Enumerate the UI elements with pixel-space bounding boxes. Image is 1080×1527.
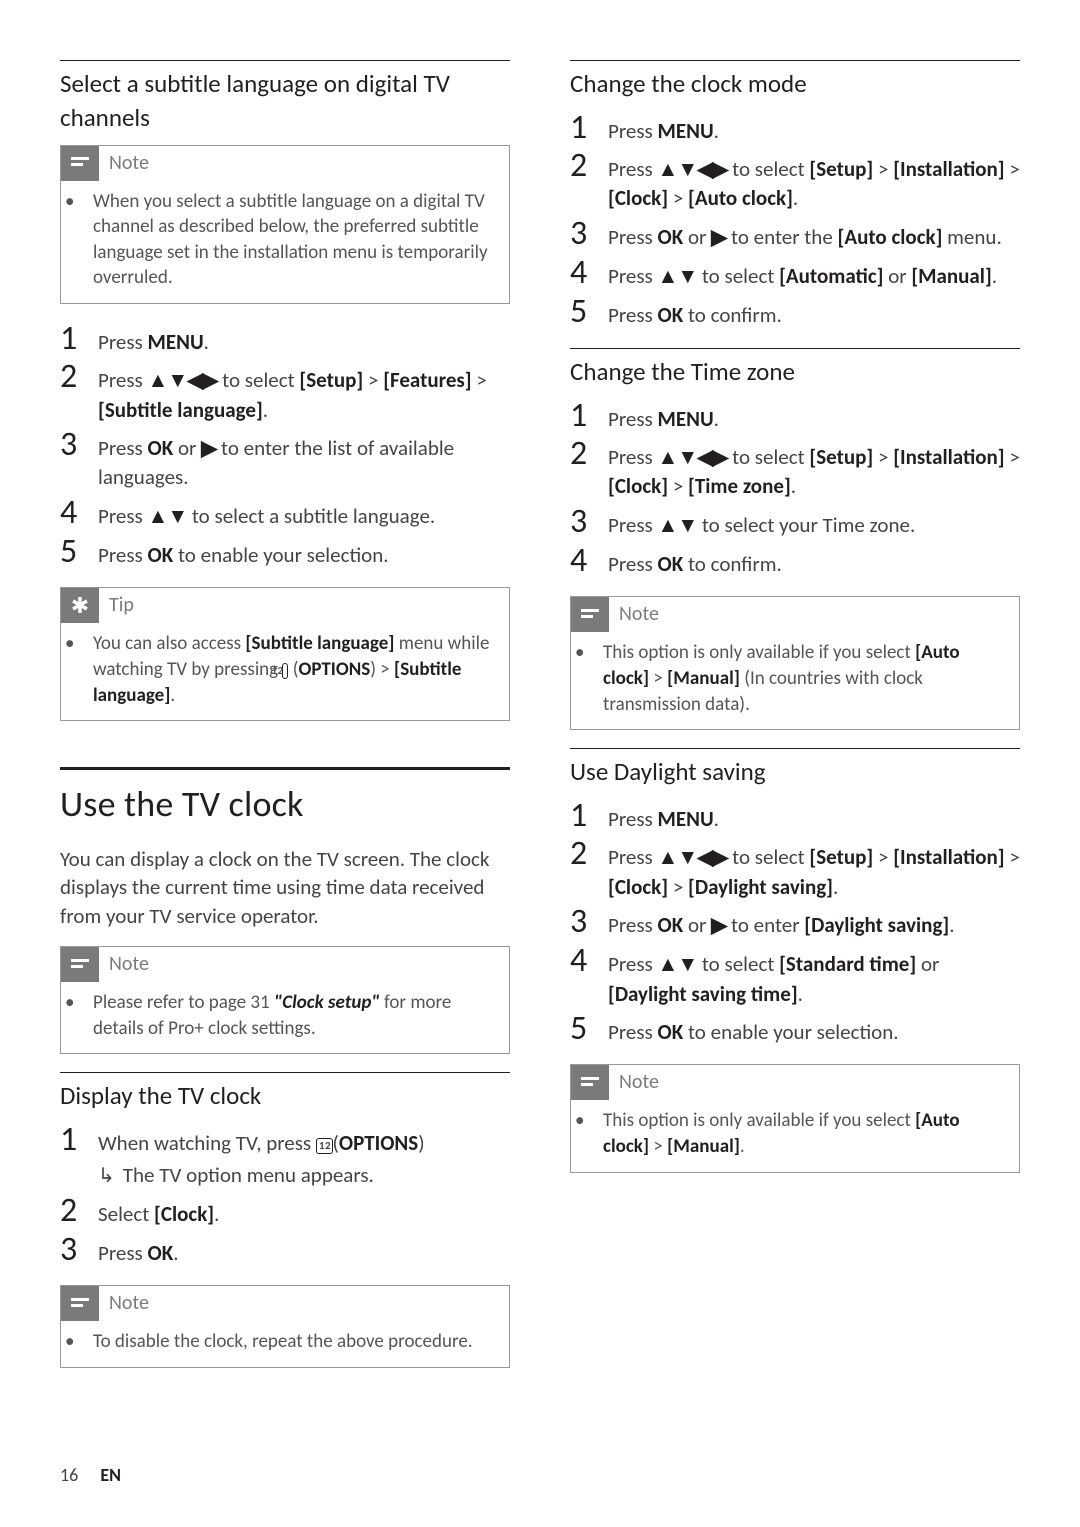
note-icon — [61, 1286, 99, 1321]
note-text: Please refer to page 31 "Clock setup" fo… — [89, 990, 495, 1041]
note-text: This option is only available if you sel… — [599, 1108, 1005, 1159]
step-text: Press ▲▼◀▶ to select [Setup] > [Installa… — [608, 837, 1020, 901]
steps-list: Press MENU. Press ▲▼◀▶ to select [Setup]… — [60, 322, 510, 569]
step-text: Press OK to enable your selection. — [98, 535, 510, 569]
note-icon — [61, 146, 99, 181]
step-text: Press MENU. — [608, 111, 1020, 145]
right-column: Change the clock mode Press MENU. Press … — [570, 60, 1020, 1386]
step-text: When watching TV, press 1 2(OPTIONS)The … — [98, 1123, 510, 1190]
steps-list: Press MENU. Press ▲▼◀▶ to select [Setup]… — [570, 399, 1020, 579]
section-title: Change the Time zone — [570, 355, 1020, 389]
note-label: Note — [609, 1065, 669, 1100]
tip-callout: ✱ Tip You can also access [Subtitle lang… — [60, 587, 510, 721]
step-text: Press ▲▼ to select a subtitle language. — [98, 496, 510, 531]
divider — [570, 748, 1020, 749]
section-title: Display the TV clock — [60, 1079, 510, 1113]
step-text: Press MENU. — [608, 399, 1020, 433]
note-icon — [61, 947, 99, 982]
step-text: Press OK to enable your selection. — [608, 1012, 1020, 1046]
note-callout: Note This option is only available if yo… — [570, 1064, 1020, 1172]
page-number: 16 — [60, 1464, 78, 1486]
right-arrow-icon: ▶ — [711, 226, 726, 249]
divider — [570, 60, 1020, 61]
step-text: Press ▲▼ to select your Time zone. — [608, 505, 1020, 540]
divider — [570, 348, 1020, 349]
step-text: Press MENU. — [98, 322, 510, 356]
step-text: Press OK or ▶ to enter [Daylight saving]… — [608, 905, 1020, 940]
tip-text: You can also access [Subtitle language] … — [89, 631, 495, 708]
divider — [60, 60, 510, 61]
divider — [60, 1072, 510, 1073]
tip-label: Tip — [99, 588, 144, 623]
note-callout: Note When you select a subtitle language… — [60, 145, 510, 305]
nav-arrows-icon: ▲▼◀▶ — [658, 158, 728, 181]
nav-arrows-icon: ▲▼◀▶ — [658, 446, 728, 469]
divider — [60, 767, 510, 770]
section-title: Select a subtitle language on digital TV… — [60, 67, 510, 135]
step-text: Press OK. — [98, 1233, 510, 1267]
updown-arrows-icon: ▲▼ — [658, 953, 698, 976]
step-text: Press ▲▼◀▶ to select [Setup] > [Installa… — [608, 437, 1020, 501]
note-text: This option is only available if you sel… — [599, 640, 1005, 717]
steps-list: Press MENU. Press ▲▼◀▶ to select [Setup]… — [570, 799, 1020, 1046]
note-callout: Note Please refer to page 31 "Clock setu… — [60, 946, 510, 1054]
step-text: Select [Clock]. — [98, 1194, 510, 1228]
note-label: Note — [609, 597, 669, 632]
step-text: Press ▲▼◀▶ to select [Setup] > [Features… — [98, 360, 510, 424]
major-heading: Use the TV clock — [60, 780, 510, 829]
section-title: Change the clock mode — [570, 67, 1020, 101]
steps-list: When watching TV, press 1 2(OPTIONS)The … — [60, 1123, 510, 1267]
step-text: Press OK or ▶ to enter the list of avail… — [98, 428, 510, 492]
step-text: Press MENU. — [608, 799, 1020, 833]
note-label: Note — [99, 146, 159, 181]
note-icon — [571, 1065, 609, 1100]
left-column: Select a subtitle language on digital TV… — [60, 60, 510, 1386]
step-text: Press ▲▼◀▶ to select [Setup] > [Installa… — [608, 149, 1020, 213]
step-text: Press OK or ▶ to enter the [Auto clock] … — [608, 217, 1020, 252]
right-arrow-icon: ▶ — [201, 437, 216, 460]
note-label: Note — [99, 1286, 159, 1321]
note-callout: Note To disable the clock, repeat the ab… — [60, 1285, 510, 1368]
options-icon: 1 2 — [316, 1138, 333, 1154]
result-text: The TV option menu appears. — [98, 1161, 510, 1190]
updown-arrows-icon: ▲▼ — [658, 514, 698, 537]
step-text: Press OK to confirm. — [608, 544, 1020, 578]
updown-arrows-icon: ▲▼ — [148, 505, 188, 528]
right-arrow-icon: ▶ — [711, 914, 726, 937]
step-text: Press ▲▼ to select [Automatic] or [Manua… — [608, 256, 1020, 291]
nav-arrows-icon: ▲▼◀▶ — [658, 846, 728, 869]
step-text: Press OK to confirm. — [608, 295, 1020, 329]
note-text: To disable the clock, repeat the above p… — [89, 1329, 495, 1355]
note-label: Note — [99, 947, 159, 982]
note-callout: Note This option is only available if yo… — [570, 596, 1020, 730]
updown-arrows-icon: ▲▼ — [658, 265, 698, 288]
language-code: EN — [100, 1464, 121, 1486]
page-footer: 16 EN — [60, 1463, 121, 1487]
intro-text: You can display a clock on the TV screen… — [60, 845, 510, 930]
tip-icon: ✱ — [61, 588, 99, 623]
step-text: Press ▲▼ to select [Standard time] or [D… — [608, 944, 1020, 1008]
note-text: When you select a subtitle language on a… — [89, 189, 495, 292]
note-icon — [571, 597, 609, 632]
section-title: Use Daylight saving — [570, 755, 1020, 789]
nav-arrows-icon: ▲▼◀▶ — [148, 369, 218, 392]
steps-list: Press MENU. Press ▲▼◀▶ to select [Setup]… — [570, 111, 1020, 330]
